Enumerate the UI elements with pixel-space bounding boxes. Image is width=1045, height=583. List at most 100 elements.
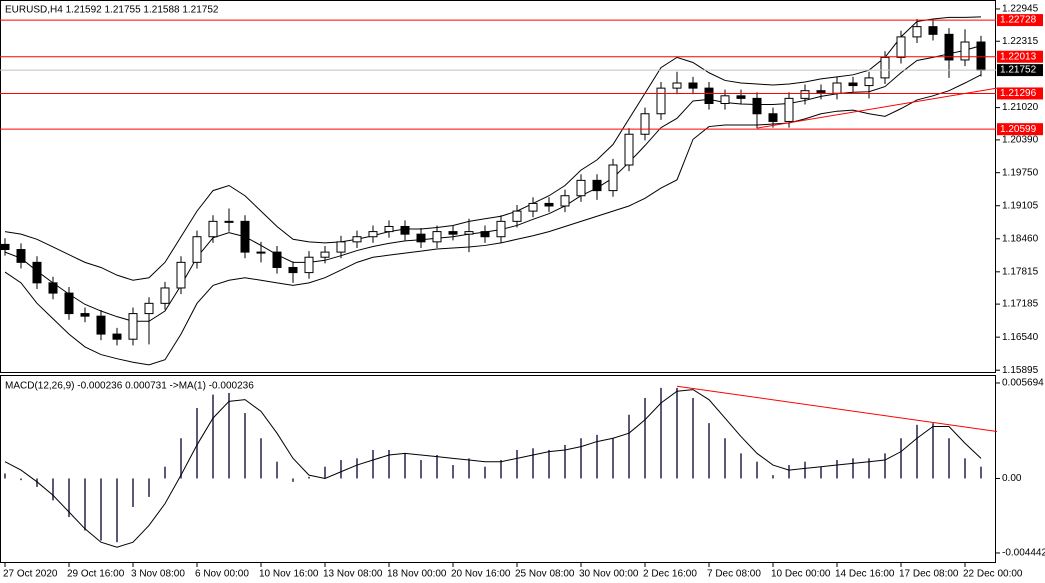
candle-body [432, 231, 442, 243]
candle-body [592, 179, 602, 192]
macd-bar [804, 461, 806, 479]
macd-bar [148, 478, 150, 497]
candle-body [608, 164, 618, 192]
x-tick-label: 27 Oct 2020 [3, 569, 58, 580]
macd-bar [180, 438, 182, 479]
candle-body [528, 202, 538, 212]
candle-body [768, 113, 778, 122]
y-tick-label: 1.21020 [1002, 102, 1039, 113]
macd-bar [932, 423, 934, 479]
macd-title: MACD(12,26,9) -0.000236 0.000731 ->MA(1)… [5, 381, 254, 392]
candle-body [912, 26, 922, 38]
candle-body [688, 82, 698, 89]
x-tick-label: 3 Nov 08:00 [131, 569, 185, 580]
macd-bar [852, 458, 854, 479]
macd-bar [820, 466, 822, 479]
macd-bar [612, 438, 614, 479]
level-label: 1.22728 [1000, 15, 1037, 26]
candle-body [880, 56, 890, 79]
candle-body [224, 220, 234, 223]
candle-body [816, 90, 826, 94]
candle-body [976, 41, 986, 71]
last-price-box [997, 64, 1043, 77]
candle-body [464, 231, 474, 235]
last-price-label: 1.21752 [1000, 65, 1037, 76]
macd-bar [740, 453, 742, 479]
macd-bar [692, 397, 694, 479]
candle-body [128, 313, 138, 340]
level-label: 1.20599 [1000, 124, 1037, 135]
macd-bar [500, 460, 502, 479]
x-tick-label: 29 Oct 16:00 [67, 569, 125, 580]
macd-bar [708, 423, 710, 479]
macd-bar [660, 387, 662, 479]
candle-body [352, 236, 362, 243]
candle-body [720, 95, 730, 105]
macd-bar [260, 438, 262, 479]
macd-bar [340, 460, 342, 479]
macd-bar [868, 458, 870, 479]
macd-bar [596, 434, 598, 479]
candle-body [320, 251, 330, 258]
candle-body [448, 231, 458, 235]
bollinger-middle [4, 45, 982, 322]
candle-body [784, 97, 794, 122]
candle-body [0, 243, 10, 251]
macd-bar [452, 465, 454, 479]
macd-bar [788, 465, 790, 479]
y-tick-label: 1.20390 [1002, 135, 1039, 146]
candle-body [160, 287, 170, 304]
candle-body [656, 87, 666, 115]
x-tick-label: 17 Dec 08:00 [899, 569, 959, 580]
candle-body [800, 90, 810, 99]
macd-bar [948, 438, 950, 479]
x-tick-label: 13 Nov 08:00 [323, 569, 383, 580]
macd-bar [468, 458, 470, 479]
macd-bar [100, 478, 102, 541]
y-tick-label: -0.004442 [1002, 548, 1045, 559]
macd-bar [756, 461, 758, 479]
candle-body [368, 231, 378, 238]
macd-bar [900, 438, 902, 479]
macd-bar [532, 448, 534, 479]
candle-body [624, 133, 634, 166]
x-tick-label: 18 Nov 00:00 [387, 569, 447, 580]
x-tick-label: 10 Dec 00:00 [771, 569, 831, 580]
candle-body [288, 266, 298, 274]
candle-body [144, 302, 154, 315]
candle-body [576, 179, 586, 197]
macd-bar [484, 466, 486, 479]
macd-bar [548, 449, 550, 479]
macd-bar [132, 478, 134, 507]
candle-body [336, 241, 346, 253]
candle-body [32, 261, 42, 284]
macd-bar [724, 438, 726, 479]
y-tick-label: 1.22945 [1002, 4, 1039, 15]
candle-body [112, 333, 122, 340]
macd-bar [628, 414, 630, 479]
candle-body [48, 282, 58, 294]
y-tick-label: 1.15895 [1002, 365, 1039, 376]
level-label-box [997, 14, 1043, 27]
macd-bar [772, 475, 774, 479]
candle-body [896, 36, 906, 58]
candle-body [672, 82, 682, 89]
trend-line [676, 385, 998, 433]
candle-body [864, 77, 874, 87]
candle-body [736, 95, 746, 99]
macd-bar [36, 478, 38, 487]
candle-body [16, 249, 26, 263]
candle-body [192, 236, 202, 263]
x-tick-label: 20 Nov 16:00 [451, 569, 511, 580]
chart-title: EURUSD,H4 1.21592 1.21755 1.21588 1.2175… [5, 5, 219, 16]
level-label-box [997, 123, 1043, 136]
macd-bar [644, 397, 646, 479]
x-tick-label: 2 Dec 16:00 [643, 569, 697, 580]
main-panel [0, 0, 996, 373]
level-label-box [997, 87, 1043, 100]
x-tick-label: 14 Dec 16:00 [835, 569, 895, 580]
candle-body [704, 87, 714, 105]
x-tick-label: 25 Nov 08:00 [515, 569, 575, 580]
y-tick-label: 1.22315 [1002, 36, 1039, 47]
y-tick-label: 0.005694 [1002, 378, 1044, 389]
